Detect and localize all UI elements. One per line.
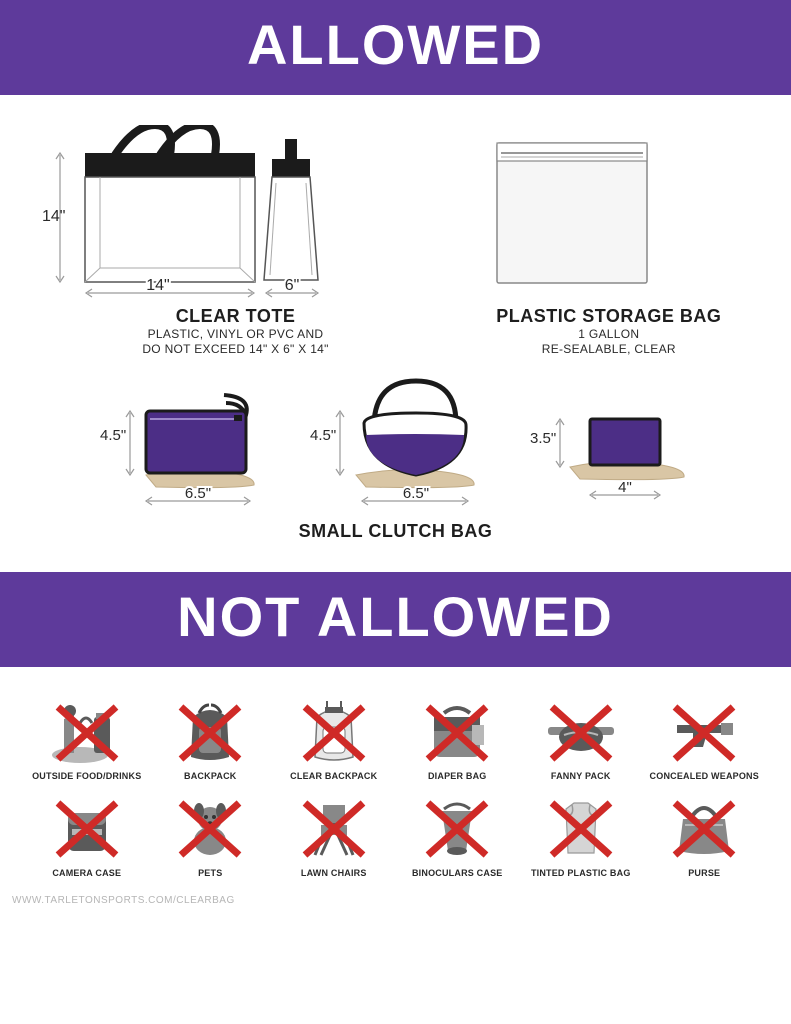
backpack-icon [173,699,247,767]
na-item-food: OUTSIDE FOOD/DRINKS [30,695,144,782]
na-item-weapons: CONCEALED WEAPONS [648,695,762,782]
storage-bag-block: PLASTIC STORAGE BAG 1 GALLON RE-SEALABLE… [467,125,751,357]
na-label: CAMERA CASE [52,869,121,879]
storage-sub2: RE-SEALABLE, CLEAR [467,342,751,357]
clutch-c-width: 4" [618,479,632,496]
weapons-icon [667,699,741,767]
clutch-wristlet-icon: 4.5" 6.5" [96,385,276,515]
na-label: CLEAR BACKPACK [290,772,377,782]
tote-width-label: 14" [146,277,169,294]
clear-backpack-icon [297,699,371,767]
clutch-wallet-icon: 3.5" 4" [526,395,696,515]
na-item-clear-backpack: CLEAR BACKPACK [277,695,391,782]
na-item-pets: PETS [154,792,268,879]
pets-icon [173,795,247,863]
binoculars-case-icon [420,795,494,863]
clear-tote-block: 14" [40,125,431,357]
storage-title: PLASTIC STORAGE BAG [467,306,751,327]
fanny-pack-icon [544,699,618,767]
clutch-c-height: 3.5" [530,430,556,447]
clutch-handbag-icon: 4.5" 6.5" [306,375,496,515]
footer-url: WWW.TARLETONSPORTS.COM/CLEARBAG [0,889,791,922]
na-label: BACKPACK [184,772,236,782]
tote-sub2: DO NOT EXCEED 14" X 6" X 14" [40,342,431,357]
camera-case-icon [50,795,124,863]
food-drinks-icon [50,699,124,767]
na-item-lawn-chairs: LAWN CHAIRS [277,792,391,879]
clutch-row: 4.5" 6.5" 4.5" [40,375,751,515]
na-label: TINTED PLASTIC BAG [531,869,631,879]
tote-depth-label: 6" [285,277,300,294]
na-label: LAWN CHAIRS [301,869,367,879]
clear-tote-icon: 14" [40,125,370,300]
tote-height-label: 14" [42,208,65,225]
clutch-b-width: 6.5" [402,485,428,502]
na-label: DIAPER BAG [428,772,487,782]
allowed-header: ALLOWED [0,0,791,95]
allowed-section: 14" [0,95,791,572]
clutch-a-width: 6.5" [184,485,210,502]
na-item-diaper-bag: DIAPER BAG [401,695,515,782]
na-item-fanny-pack: FANNY PACK [524,695,638,782]
na-label: PURSE [688,869,720,879]
tote-sub1: PLASTIC, VINYL OR PVC AND [40,327,431,342]
lawn-chair-icon [297,795,371,863]
not-allowed-header: NOT ALLOWED [0,572,791,667]
na-label: PETS [198,869,222,879]
na-item-tinted-bag: TINTED PLASTIC BAG [524,792,638,879]
storage-bag-icon [467,125,667,300]
na-item-purse: PURSE [648,792,762,879]
tinted-bag-icon [544,795,618,863]
na-label: FANNY PACK [551,772,611,782]
storage-sub1: 1 GALLON [467,327,751,342]
tote-title: CLEAR TOTE [40,306,431,327]
not-allowed-grid: OUTSIDE FOOD/DRINKS BACKPACK [30,695,761,879]
purse-icon [667,795,741,863]
clutch-a-height: 4.5" [100,427,126,444]
na-item-backpack: BACKPACK [154,695,268,782]
na-item-camera-case: CAMERA CASE [30,792,144,879]
na-label: OUTSIDE FOOD/DRINKS [32,772,141,782]
na-item-binoculars-case: BINOCULARS CASE [401,792,515,879]
na-label: CONCEALED WEAPONS [650,772,759,782]
not-allowed-section: OUTSIDE FOOD/DRINKS BACKPACK [0,667,791,889]
na-label: BINOCULARS CASE [412,869,503,879]
clutch-title: SMALL CLUTCH BAG [40,521,751,542]
clutch-b-height: 4.5" [310,427,336,444]
diaper-bag-icon [420,699,494,767]
